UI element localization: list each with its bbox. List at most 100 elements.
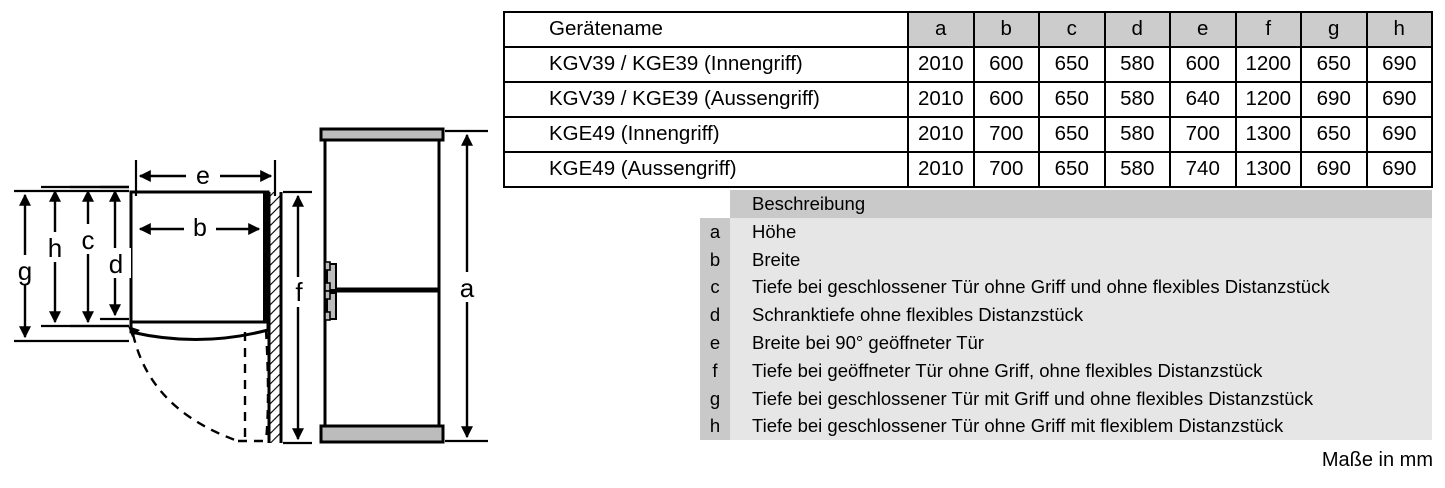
dim-label-h: h bbox=[48, 233, 62, 263]
dim-label-d: d bbox=[109, 249, 123, 279]
legend-header-row: Beschreibung bbox=[700, 190, 1432, 218]
appliance-base-plinth bbox=[319, 424, 445, 444]
column-header-b: b bbox=[972, 11, 1040, 48]
table-row: KGV39 / KGE39 (Aussengriff) 2010 600 650… bbox=[503, 81, 1433, 118]
dim-label-c: c bbox=[82, 225, 95, 255]
legend-key-g: g bbox=[700, 384, 730, 413]
legend-key-f: f bbox=[700, 356, 730, 385]
dim-label-b: b bbox=[193, 214, 207, 242]
legend-desc-d: Schranktiefe ohne flexibles Distanzstück bbox=[730, 301, 1432, 329]
dim-label-bg-b bbox=[184, 213, 216, 241]
wall-symbol bbox=[267, 192, 283, 443]
hinge-marker bbox=[128, 326, 140, 337]
cell-device-name: KGE49 (Innengriff) bbox=[503, 116, 909, 153]
cell-c: 650 bbox=[1038, 151, 1106, 188]
legend-desc-e: Breite bei 90° geöffneter Tür bbox=[730, 328, 1432, 357]
legend-row-f: f Tiefe bei geöffneter Tür ohne Griff, o… bbox=[700, 356, 1432, 385]
dimension-b: b bbox=[138, 213, 261, 242]
door-swing-indication bbox=[131, 329, 270, 443]
dimension-d: d bbox=[100, 185, 131, 321]
dim-label-bg-h bbox=[40, 232, 70, 262]
dimension-c: c bbox=[70, 185, 129, 328]
dim-label-bg-f bbox=[284, 277, 314, 307]
legend-desc-a: Höhe bbox=[730, 217, 1432, 246]
upper-handle-bracket-top bbox=[324, 261, 331, 271]
legend-key-c: c bbox=[700, 273, 730, 302]
column-header-e: e bbox=[1169, 11, 1237, 48]
cell-d: 580 bbox=[1103, 46, 1171, 83]
cell-f: 1300 bbox=[1234, 116, 1302, 153]
legend-row-e: e Breite bei 90° geöffneter Tür bbox=[700, 328, 1432, 357]
legend-row-c: c Tiefe bei geschlossener Tür ohne Griff… bbox=[700, 273, 1432, 302]
legend-row-a: a Höhe bbox=[700, 217, 1432, 246]
cell-f: 1200 bbox=[1234, 46, 1302, 83]
upper-handle-bracket-bottom bbox=[324, 282, 331, 292]
legend-header-key bbox=[700, 190, 730, 218]
cell-e: 600 bbox=[1169, 46, 1237, 83]
dim-label-bg-c bbox=[73, 224, 103, 254]
cell-h: 690 bbox=[1365, 81, 1433, 118]
table-row: KGE49 (Aussengriff) 2010 700 650 580 740… bbox=[503, 151, 1433, 188]
legend-row-h: h Tiefe bei geschlossener Tür ohne Griff… bbox=[700, 412, 1432, 441]
cell-c: 650 bbox=[1038, 81, 1106, 118]
cell-h: 690 bbox=[1365, 116, 1433, 153]
dim-label-bg-e bbox=[186, 162, 220, 189]
lower-handle-bracket-bottom bbox=[324, 311, 331, 321]
legend-key-a: a bbox=[700, 217, 730, 246]
table-header-row: Gerätename a b c d e f g h bbox=[503, 11, 1433, 48]
legend-desc-b: Breite bbox=[730, 245, 1432, 274]
cell-a: 2010 bbox=[907, 116, 975, 153]
dimension-e: e bbox=[134, 160, 277, 196]
legend-key-e: e bbox=[700, 328, 730, 357]
dim-label-bg-g bbox=[9, 255, 41, 285]
appliance-dimension-table: Gerätename a b c d e f g h KGV39 / KGE39… bbox=[503, 11, 1433, 188]
column-header-f: f bbox=[1234, 11, 1302, 48]
cell-h: 690 bbox=[1365, 151, 1433, 188]
cell-f: 1300 bbox=[1234, 151, 1302, 188]
appliance-dimension-drawing: e b g h c bbox=[9, 127, 488, 445]
dimension-f: f bbox=[283, 190, 314, 445]
cell-b: 700 bbox=[972, 151, 1040, 188]
legend-desc-c: Tiefe bei geschlossener Tür ohne Griff u… bbox=[730, 273, 1432, 302]
legend-row-b: b Breite bbox=[700, 245, 1432, 274]
lower-door-handle bbox=[326, 292, 337, 320]
cell-f: 1200 bbox=[1234, 81, 1302, 118]
legend-desc-g: Tiefe bei geschlossener Tür mit Griff un… bbox=[730, 384, 1432, 413]
dimension-a: a bbox=[445, 129, 488, 443]
legend-header-label: Beschreibung bbox=[730, 190, 1432, 218]
dim-label-g: g bbox=[18, 256, 32, 286]
door-swing-arc bbox=[131, 333, 239, 443]
cell-e: 700 bbox=[1169, 116, 1237, 153]
cell-d: 580 bbox=[1103, 81, 1171, 118]
dimension-g: g bbox=[9, 189, 129, 343]
cell-h: 690 bbox=[1365, 46, 1433, 83]
cell-c: 650 bbox=[1038, 116, 1106, 153]
closed-door-profile bbox=[129, 320, 270, 341]
legend-desc-h: Tiefe bei geschlossener Tür ohne Griff m… bbox=[730, 412, 1432, 441]
legend-row-d: d Schranktiefe ohne flexibles Distanzstü… bbox=[700, 301, 1432, 329]
dim-label-e: e bbox=[196, 162, 210, 190]
open-door-outer-line bbox=[264, 329, 270, 442]
cell-d: 580 bbox=[1103, 151, 1171, 188]
column-header-c: c bbox=[1038, 11, 1106, 48]
table-row: KGV39 / KGE39 (Innengriff) 2010 600 650 … bbox=[503, 46, 1433, 83]
cell-g: 690 bbox=[1300, 81, 1368, 118]
cell-g: 650 bbox=[1300, 116, 1368, 153]
cell-a: 2010 bbox=[907, 81, 975, 118]
cell-a: 2010 bbox=[907, 46, 975, 83]
column-header-a: a bbox=[907, 11, 975, 48]
front-view-appliance bbox=[319, 127, 445, 444]
cell-device-name: KGV39 / KGE39 (Aussengriff) bbox=[503, 81, 909, 118]
dim-label-f: f bbox=[295, 277, 303, 307]
dim-label-bg-d bbox=[101, 248, 131, 278]
column-header-name: Gerätename bbox=[503, 11, 909, 48]
cell-g: 690 bbox=[1300, 151, 1368, 188]
cell-e: 640 bbox=[1169, 81, 1237, 118]
table-row: KGE49 (Innengriff) 2010 700 650 580 700 … bbox=[503, 116, 1433, 153]
technical-drawing: e b g h c bbox=[0, 0, 500, 483]
dim-label-a: a bbox=[460, 273, 475, 303]
units-note: Maße in mm bbox=[1321, 449, 1433, 471]
cell-b: 700 bbox=[972, 116, 1040, 153]
cell-e: 740 bbox=[1169, 151, 1237, 188]
legend-desc-f: Tiefe bei geöffneter Tür ohne Griff, ohn… bbox=[730, 356, 1432, 385]
